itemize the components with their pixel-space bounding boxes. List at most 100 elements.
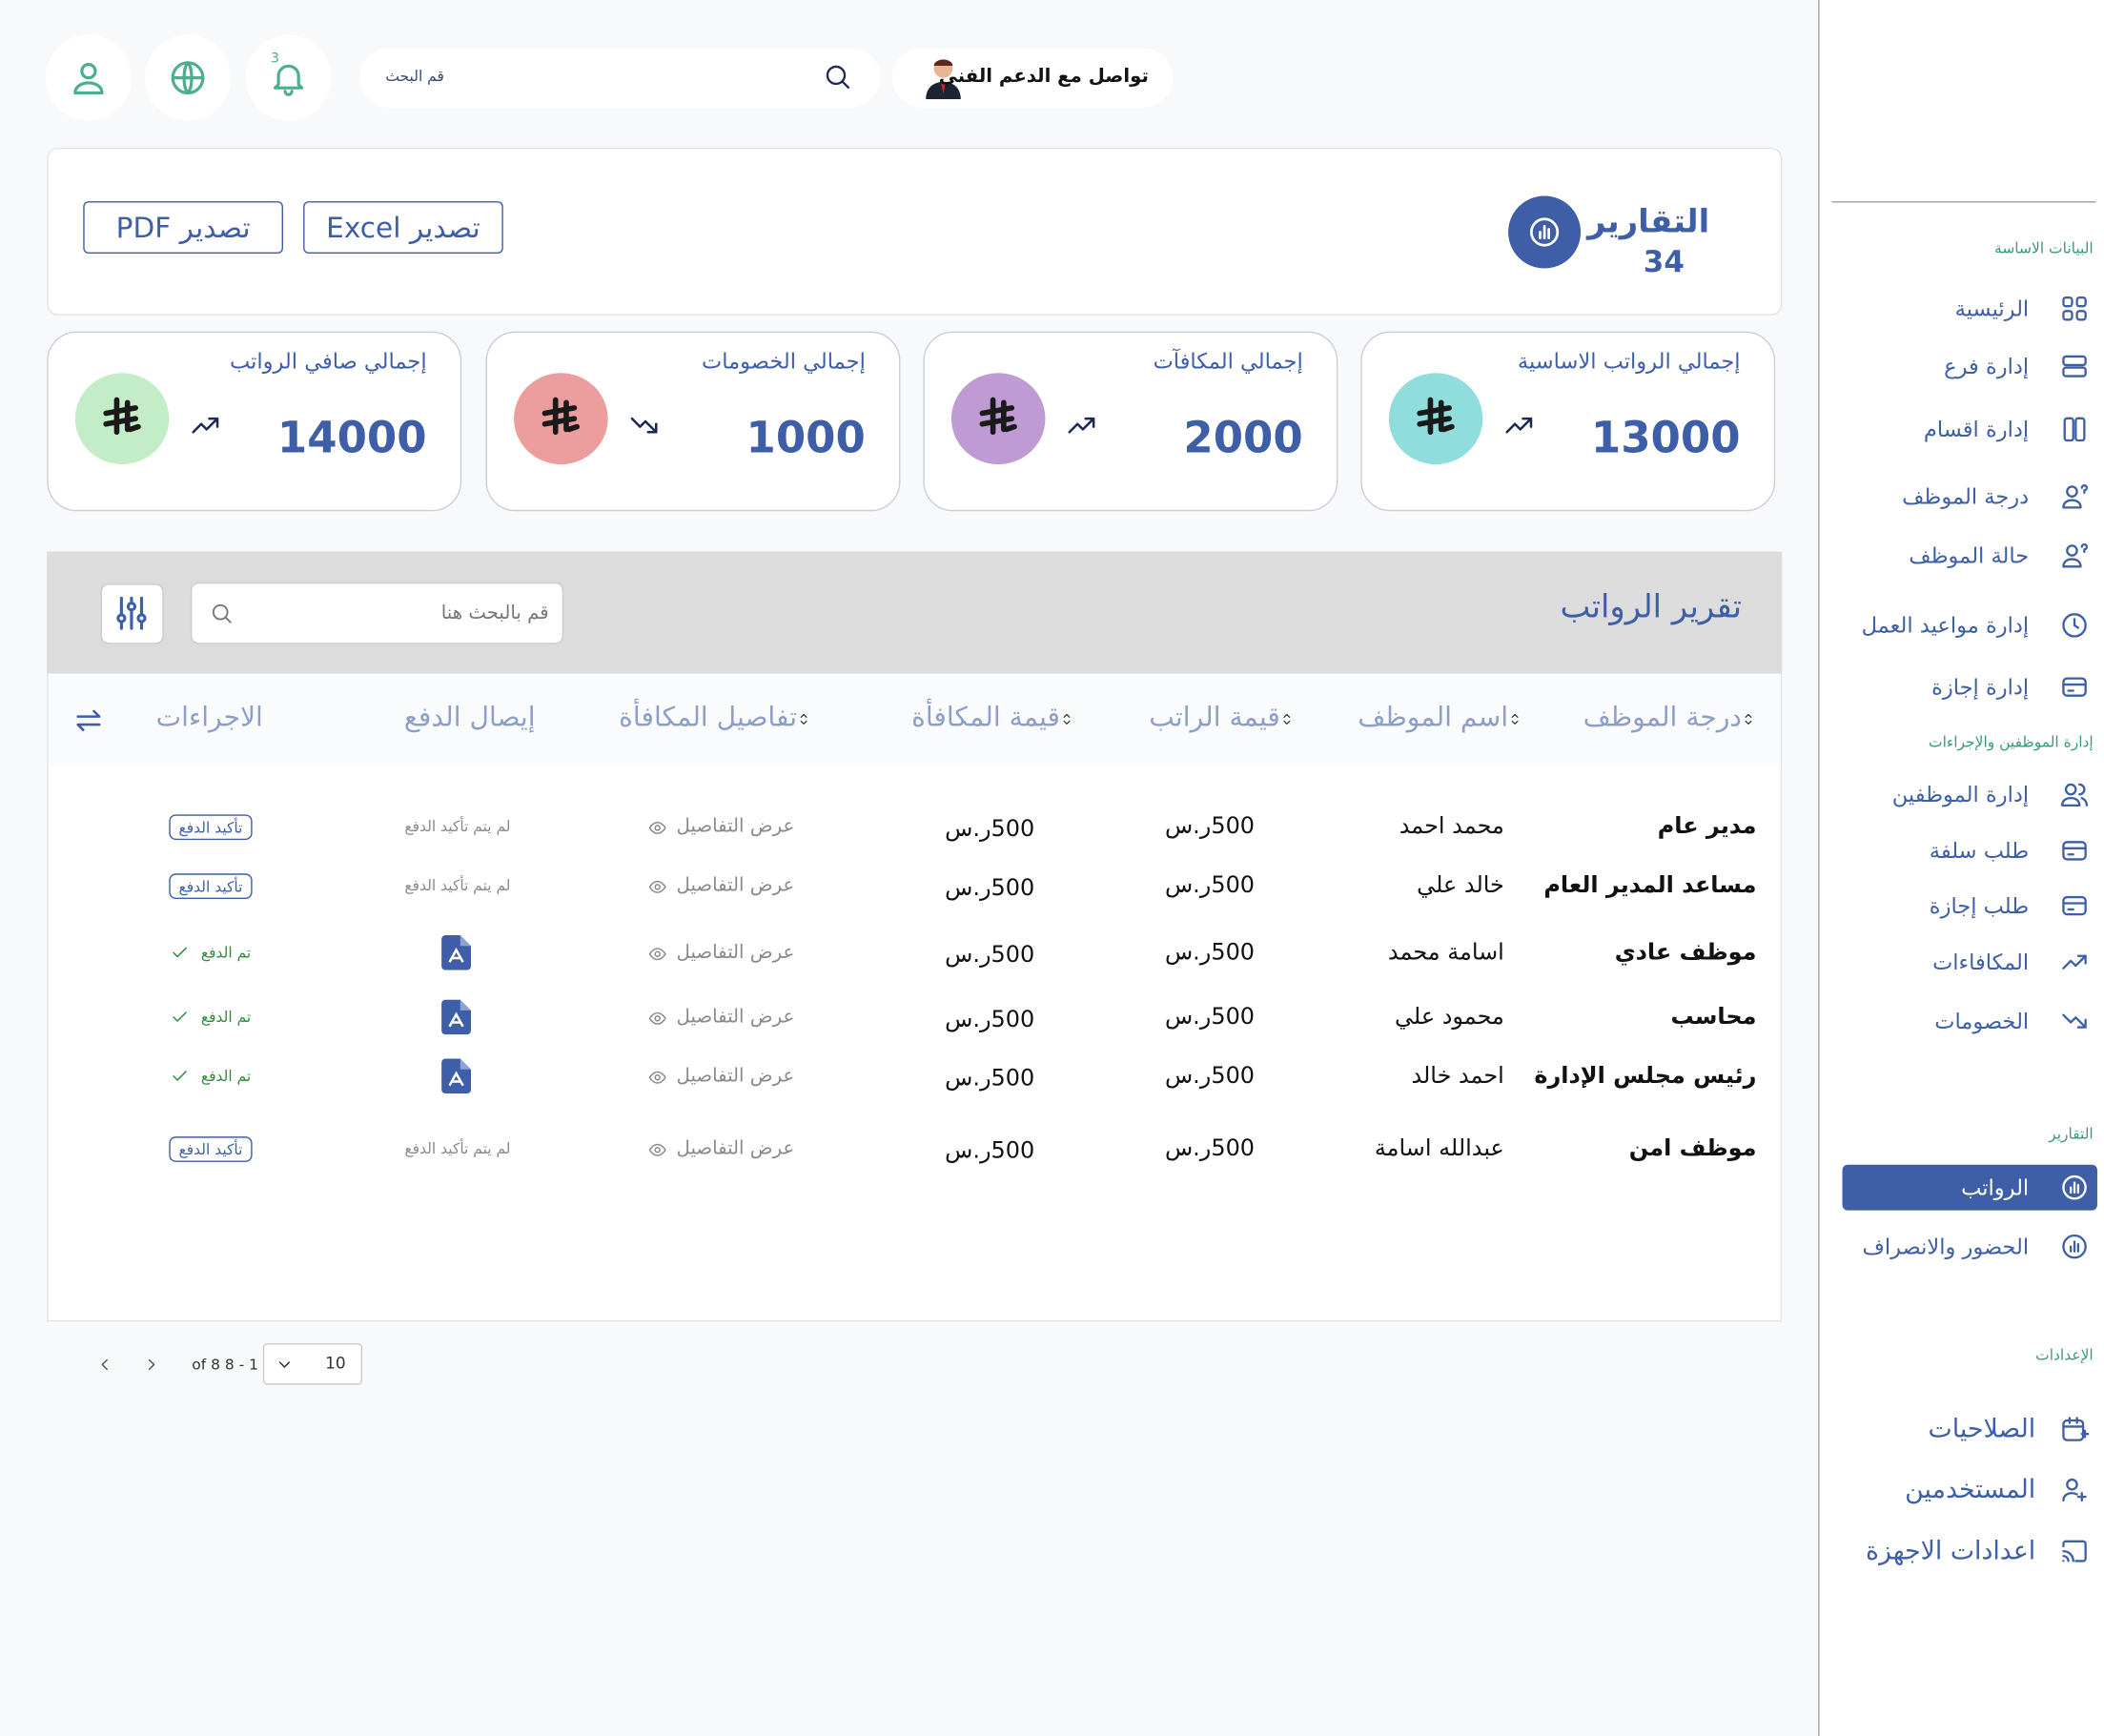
- language-button-icon: [168, 58, 208, 98]
- details-link[interactable]: عرض التفاصيل: [676, 942, 795, 964]
- employee-grade: رئيس مجلس الإدارة: [1534, 1062, 1757, 1090]
- details-link[interactable]: عرض التفاصيل: [676, 874, 795, 897]
- export-excel-button[interactable]: [303, 201, 503, 255]
- stat-label: إجمالي الخصومات: [702, 348, 866, 374]
- trend-icon: [189, 409, 221, 441]
- table-head: [48, 674, 1781, 766]
- profile-button-icon: [69, 58, 109, 98]
- confirm-payment-button[interactable]: [169, 873, 253, 900]
- sidebar-item-icon: [2060, 1232, 2090, 1261]
- sidebar-item[interactable]: إدارة فرع: [1944, 353, 2030, 379]
- bonus-value: 500ر.س: [945, 815, 1035, 843]
- payment-done-check: [171, 943, 190, 962]
- sidebar-item[interactable]: الرواتب: [1961, 1174, 2030, 1201]
- sidebar-item[interactable]: الحضور والانصراف: [1862, 1234, 2030, 1259]
- column-header[interactable]: قيمة الراتب: [1149, 700, 1280, 733]
- sidebar-item[interactable]: المكافاءات: [1932, 949, 2030, 975]
- sidebar-section-title: الإعدادات: [2035, 1346, 2094, 1364]
- reports-icon: [1527, 214, 1563, 250]
- employee-name: عبدالله اسامة: [1374, 1134, 1504, 1162]
- details-eye-icon: [648, 878, 667, 897]
- table-search[interactable]: [190, 582, 564, 644]
- notification-count: 3: [271, 51, 280, 67]
- details-link[interactable]: عرض التفاصيل: [676, 1006, 795, 1029]
- sidebar-item-icon: [2060, 415, 2090, 444]
- sidebar-item[interactable]: درجة الموظف: [1902, 483, 2030, 510]
- table-search-icon: [210, 602, 234, 625]
- filter-icon: [112, 593, 152, 633]
- sidebar-item[interactable]: الصلاحيات: [1928, 1414, 2036, 1444]
- stat-label: إجمالي الرواتب الاساسية: [1517, 348, 1741, 374]
- details-eye-icon: [648, 1009, 667, 1028]
- sidebar-item[interactable]: حالة الموظف: [1909, 542, 2030, 569]
- confirm-payment-label[interactable]: تأكيد الدفع: [178, 1140, 243, 1158]
- stat-value: 2000: [1183, 412, 1303, 463]
- sidebar-item-active[interactable]: [1842, 1164, 2097, 1211]
- confirm-payment-label[interactable]: تأكيد الدفع: [178, 877, 243, 895]
- bonus-value: 500ر.س: [945, 874, 1035, 902]
- column-header: الاجراءات: [155, 700, 263, 733]
- sidebar-item-icon: [2060, 1537, 2090, 1566]
- sort-icon: [1278, 711, 1295, 727]
- stat-icon-circle: [1388, 373, 1483, 465]
- payment-done-check: [171, 1067, 190, 1086]
- employee-name: محمود علي: [1394, 1003, 1504, 1031]
- employee-name: اسامة محمد: [1387, 939, 1504, 967]
- sidebar-item[interactable]: الخصومات: [1934, 1008, 2030, 1034]
- sidebar-item[interactable]: طلب إجازة: [1929, 892, 2030, 919]
- reports-count: 34: [1643, 246, 1685, 280]
- salary-value: 500ر.س: [1164, 1134, 1256, 1162]
- page-size-select[interactable]: [262, 1342, 363, 1385]
- sidebar-item[interactable]: الرئيسية: [1954, 296, 2030, 322]
- sidebar-item[interactable]: إدارة إجازة: [1931, 674, 2030, 701]
- sidebar-item[interactable]: إدارة الموظفين: [1891, 781, 2030, 807]
- support-avatar: [923, 53, 963, 100]
- confirm-payment-button[interactable]: [169, 814, 253, 841]
- export-pdf-button-label[interactable]: تصدير PDF: [115, 211, 251, 244]
- search-bar[interactable]: [359, 48, 881, 108]
- details-link[interactable]: عرض التفاصيل: [676, 815, 795, 838]
- reports-title: التقارير: [1586, 202, 1710, 240]
- sort-icon: [796, 711, 812, 727]
- column-header[interactable]: قيمة المكافأة: [911, 700, 1060, 733]
- details-link[interactable]: عرض التفاصيل: [676, 1137, 795, 1160]
- table-search-placeholder: قم بالبحث هنا: [440, 602, 549, 624]
- payment-done: تم الدفع: [200, 944, 252, 962]
- sidebar-item[interactable]: إدارة اقسام: [1923, 417, 2030, 442]
- sidebar-item[interactable]: المستخدمين: [1905, 1474, 2036, 1504]
- confirm-payment-button[interactable]: [169, 1136, 253, 1162]
- column-header[interactable]: تفاصيل المكافأة: [619, 700, 798, 733]
- sidebar-item-icon: [2060, 948, 2090, 977]
- page-size-chevron: [276, 1356, 295, 1375]
- sidebar-item[interactable]: إدارة مواعيد العمل: [1861, 612, 2030, 639]
- sort-icon: [1741, 711, 1757, 727]
- sidebar-item-icon: [2060, 1007, 2090, 1036]
- sidebar: [1818, 0, 2104, 1736]
- bonus-value: 500ر.س: [945, 1137, 1035, 1165]
- column-header[interactable]: اسم الموظف: [1358, 700, 1509, 733]
- stat-icon-circle: [514, 373, 608, 465]
- employee-grade: مساعد المدير العام: [1543, 871, 1757, 900]
- details-link[interactable]: عرض التفاصيل: [676, 1065, 795, 1088]
- column-header: إيصال الدفع: [403, 700, 536, 733]
- payment-done: تم الدفع: [200, 1008, 252, 1027]
- salary-value: 500ر.س: [1164, 871, 1256, 900]
- export-pdf-button[interactable]: [83, 201, 283, 255]
- next-page: [142, 1356, 161, 1375]
- notifications-button[interactable]: [245, 34, 332, 121]
- column-header[interactable]: درجة الموظف: [1583, 700, 1742, 733]
- details-eye-icon: [648, 1068, 667, 1087]
- trend-icon: [628, 409, 661, 441]
- confirm-payment-label[interactable]: تأكيد الدفع: [178, 818, 243, 836]
- receipt-file-icon[interactable]: [441, 935, 472, 970]
- sidebar-item[interactable]: اعدادات الاجهزة: [1866, 1536, 2036, 1566]
- receipt-file-icon[interactable]: [441, 1058, 472, 1094]
- notifications-button-icon: [269, 58, 309, 98]
- stat-label: إجمالي المكافآت: [1153, 348, 1303, 374]
- page-range: of 8 8 - 1: [192, 1356, 259, 1374]
- export-excel-button-label[interactable]: تصدير Excel: [326, 211, 480, 244]
- sidebar-item[interactable]: طلب سلفة: [1929, 838, 2030, 864]
- receipt-file-icon[interactable]: [441, 999, 472, 1035]
- employee-name: احمد خالد: [1411, 1062, 1504, 1090]
